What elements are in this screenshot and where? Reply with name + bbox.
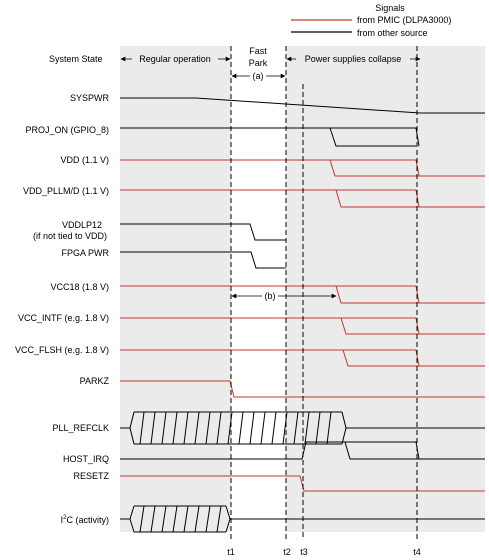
syspwr-wave — [120, 97, 485, 114]
legend-pmic-label: from PMIC (DLPA3000) — [357, 15, 451, 25]
proj-on-wave-b — [330, 127, 420, 147]
host-irq-label: HOST_IRQ — [63, 454, 109, 464]
vcc-flsh-label: VCC_FLSH (e.g. 1.8 V) — [15, 345, 109, 355]
parkz-wave — [120, 380, 485, 398]
vdd-pllm-label: VDD_PLLM/D (1.1 V) — [23, 186, 109, 196]
legend: Signals from PMIC (DLPA3000) from other … — [291, 3, 451, 38]
vcc18-wave — [120, 285, 485, 304]
vcc-intf-label: VCC_INTF (e.g. 1.8 V) — [18, 313, 109, 323]
timing-lines — [230, 46, 418, 540]
time-marker-t2: t2 — [283, 547, 291, 557]
host-irq-wave — [120, 441, 485, 460]
proj-on-label: PROJ_ON (GPIO_8) — [25, 125, 109, 135]
time-marker-t3: t3 — [300, 547, 308, 557]
vdd-wave — [120, 159, 485, 177]
signal-labels: SYSPWR PROJ_ON (GPIO_8) VDD (1.1 V) VDD_… — [15, 93, 110, 525]
vcc-flsh-wave-b — [343, 349, 420, 367]
time-markers: t1 t2 t3 t4 — [227, 547, 421, 557]
power-collapse-region — [286, 46, 485, 532]
fast-park-label-2: Park — [249, 58, 268, 68]
pll-refclk-label: PLL_REFCLK — [52, 423, 109, 433]
vddlp12-label-2: (if not tied to VDD) — [33, 231, 107, 241]
fast-park-label-1: Fast — [249, 46, 267, 56]
vdd-wave-b — [330, 159, 420, 177]
host-irq-wave-b — [345, 441, 420, 460]
vddlp12-label-1: VDDLP12 — [62, 220, 102, 230]
power-collapse-label: Power supplies collapse — [305, 54, 402, 64]
resetz-label: RESETZ — [73, 471, 109, 481]
system-state-label: System State — [49, 54, 103, 64]
vcc18-delay-label: (b) — [265, 291, 276, 301]
time-marker-t4: t4 — [413, 547, 421, 557]
fast-park-marker: (a) — [253, 71, 264, 81]
vdd-label: VDD (1.1 V) — [60, 155, 109, 165]
i2c-activity-wave — [120, 505, 485, 533]
time-marker-t1: t1 — [227, 547, 235, 557]
regular-operation-label: Regular operation — [139, 54, 211, 64]
resetz-wave — [120, 475, 485, 492]
vcc18-delay-marker: (b) — [231, 290, 337, 301]
system-state-row: System State Regular operation Fast Park… — [49, 46, 421, 81]
vddlp12-wave — [120, 223, 286, 241]
proj-on-wave — [120, 127, 416, 147]
vcc18-wave-b — [336, 285, 420, 304]
parkz-label: PARKZ — [80, 376, 110, 386]
legend-title: Signals — [375, 3, 405, 13]
fpga-pwr-label: FPGA PWR — [61, 248, 109, 258]
pll-refclk-wave — [120, 411, 485, 445]
regular-operation-region — [120, 46, 231, 532]
fpga-pwr-wave — [120, 251, 286, 269]
vdd-pllm-wave-b — [336, 189, 420, 208]
legend-other-label: from other source — [357, 28, 428, 38]
vdd-pllm-wave — [120, 189, 485, 208]
syspwr-label: SYSPWR — [70, 93, 110, 103]
i2c-label: I2C (activity) — [61, 515, 109, 525]
vcc18-label: VCC18 (1.8 V) — [50, 282, 109, 292]
vcc-intf-wave-b — [341, 317, 420, 335]
